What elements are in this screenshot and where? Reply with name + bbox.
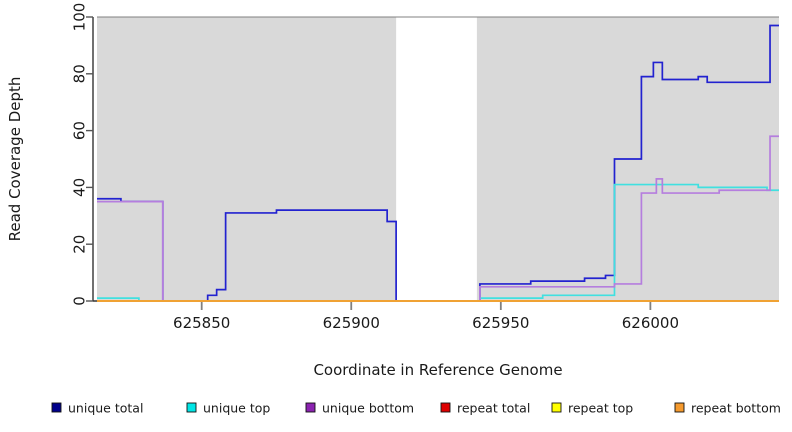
y-tick-label: 40 — [71, 178, 89, 197]
x-tick-label: 625950 — [472, 314, 529, 332]
x-axis-title: Coordinate in Reference Genome — [313, 361, 562, 379]
y-tick-label: 0 — [71, 296, 89, 306]
y-tick-label: 20 — [71, 235, 89, 254]
legend-label-unique-bottom: unique bottom — [322, 401, 414, 416]
legend-swatch-unique-bottom — [305, 402, 316, 413]
legend-label-repeat-bottom: repeat bottom — [691, 401, 781, 416]
legend-label-unique-total: unique total — [68, 401, 143, 416]
legend-label-repeat-total: repeat total — [457, 401, 530, 416]
y-tick-label: 60 — [71, 121, 89, 140]
x-tick-label: 626000 — [622, 314, 679, 332]
x-tick-label: 625900 — [323, 314, 380, 332]
series-line-unique-bottom — [97, 135, 779, 302]
y-axis-title: Read Coverage Depth — [6, 77, 24, 242]
gap-region — [396, 17, 477, 301]
legend-swatch-repeat-bottom — [674, 402, 685, 413]
legend-label-repeat-top: repeat top — [568, 401, 633, 416]
y-tick-label: 80 — [71, 64, 89, 83]
legend-swatch-unique-total — [51, 402, 62, 413]
legend-swatch-repeat-total — [440, 402, 451, 413]
legend-label-unique-top: unique top — [203, 401, 270, 416]
y-tick-label: 100 — [71, 3, 89, 32]
x-tick-label: 625850 — [173, 314, 230, 332]
legend-swatch-unique-top — [186, 402, 197, 413]
series-line-unique-total — [97, 24, 779, 302]
legend-swatch-repeat-top — [551, 402, 562, 413]
series-group — [97, 24, 779, 302]
legend: unique total unique top unique bottom repea… — [51, 401, 781, 416]
